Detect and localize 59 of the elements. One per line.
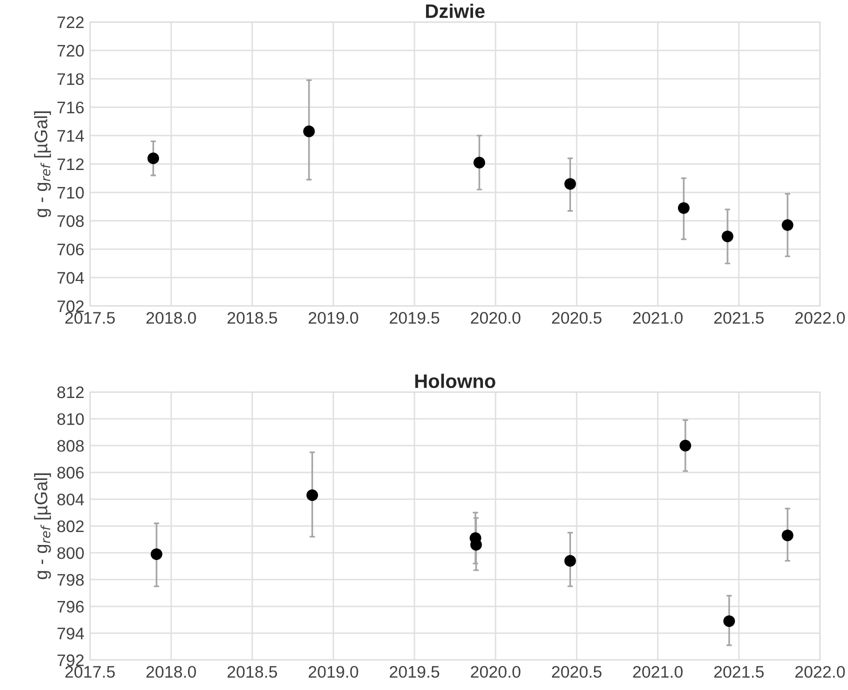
- y-tick-label: 812: [57, 386, 84, 398]
- y-axis-title: g - g$_{ref}$ [µGal]: [34, 111, 51, 218]
- x-tick-label: 2019.0: [308, 666, 358, 678]
- x-tick-label: 2017.5: [65, 312, 115, 324]
- point: [564, 555, 576, 567]
- x-tick-label: 2021.0: [633, 312, 683, 324]
- y-tick-label: 794: [57, 628, 84, 640]
- y-tick-label: 808: [57, 440, 84, 452]
- y-tick-label: 714: [57, 130, 84, 142]
- x-tick-label: 2019.0: [308, 312, 358, 324]
- x-tick-label: 2022.0: [795, 666, 845, 678]
- point: [306, 489, 318, 501]
- y-tick-label: 710: [57, 186, 84, 199]
- y-tick-label: 716: [57, 102, 84, 114]
- y-tick-label: 796: [57, 600, 84, 613]
- x-tick-label: 2021.5: [714, 666, 764, 678]
- x-tick-label: 2018.5: [228, 312, 278, 324]
- y-tick-label: 702: [57, 300, 84, 312]
- x-tick-label: 2020.0: [470, 666, 520, 678]
- point: [678, 202, 690, 214]
- y-tick-label: 722: [57, 16, 84, 28]
- point: [474, 156, 486, 168]
- y-tick-label: 706: [57, 244, 84, 256]
- point: [150, 548, 162, 560]
- y-tick-label: 718: [57, 73, 84, 86]
- x-tick-label: 2021.5: [714, 312, 764, 324]
- y-tick-label: 720: [57, 44, 84, 57]
- y-tick-label: 810: [57, 413, 84, 426]
- x-tick-label: 2018.5: [228, 666, 278, 678]
- point: [722, 230, 734, 242]
- x-tick-label: 2021.0: [633, 666, 683, 678]
- y-tick-label: 802: [57, 520, 84, 532]
- x-tick-label: 2019.5: [390, 312, 440, 324]
- y-tick-label: 708: [57, 215, 84, 228]
- point: [723, 615, 735, 627]
- x-tick-label: 2019.5: [390, 666, 440, 678]
- x-tick-label: 2018.0: [146, 666, 196, 678]
- x-tick-label: 2020.0: [470, 312, 520, 324]
- point: [680, 440, 692, 452]
- y-tick-label: 800: [57, 547, 84, 560]
- x-tick-label: 2018.0: [146, 312, 196, 324]
- x-tick-label: 2022.0: [795, 312, 845, 324]
- point: [782, 530, 794, 542]
- point: [303, 126, 315, 138]
- chart-title: Holowno: [415, 374, 496, 388]
- point: [782, 219, 794, 231]
- x-tick-label: 2020.5: [552, 312, 602, 324]
- point: [564, 178, 576, 190]
- y-tick-label: 798: [57, 574, 84, 586]
- point: [147, 152, 160, 164]
- x-tick-label: 2020.5: [552, 666, 602, 678]
- x-tick-label: 2017.5: [65, 666, 115, 678]
- chart-title: Dziwie: [426, 4, 485, 18]
- y-tick-label: 712: [57, 158, 84, 170]
- y-axis-title: g - g$_{ref}$ [µGal]: [34, 473, 51, 580]
- y-tick-label: 704: [57, 272, 84, 284]
- y-tick-label: 792: [57, 654, 84, 666]
- y-tick-label: 804: [57, 494, 84, 506]
- y-tick-label: 806: [57, 466, 84, 479]
